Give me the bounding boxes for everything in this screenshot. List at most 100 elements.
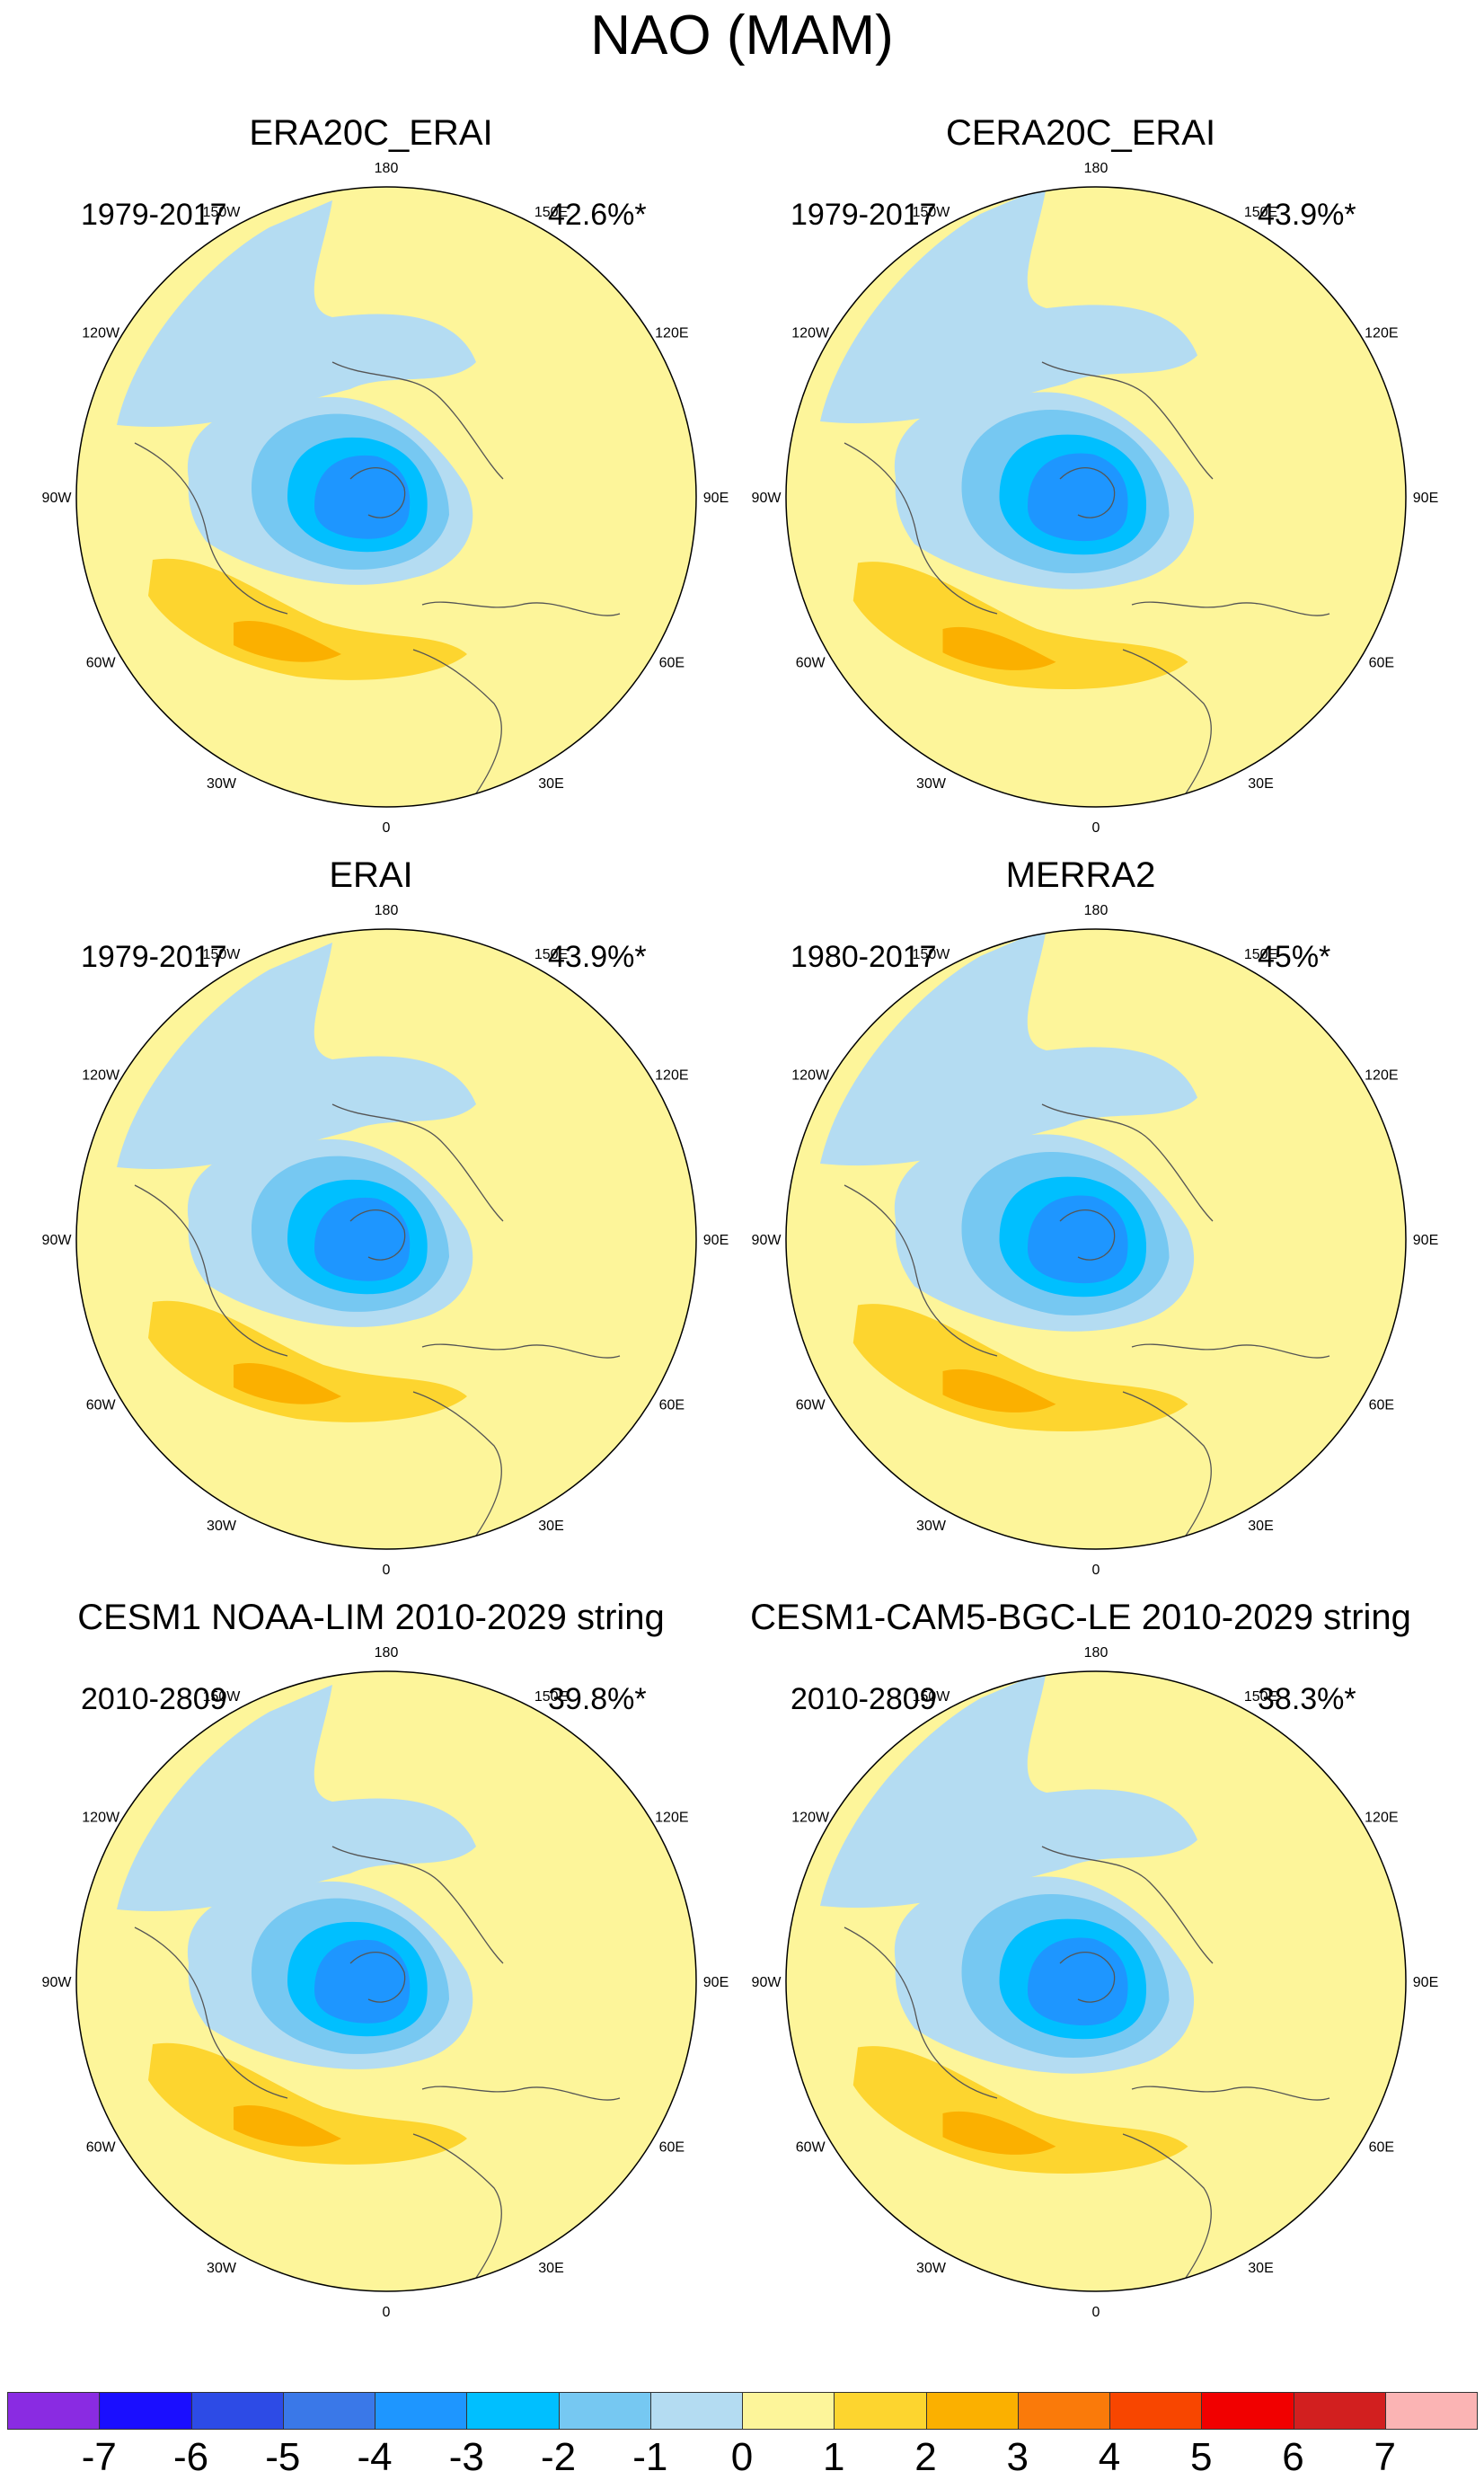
anomaly-contour bbox=[234, 2105, 341, 2147]
longitude-label: 30E bbox=[538, 776, 563, 792]
longitude-label: 150W bbox=[913, 205, 951, 220]
longitude-label: 30W bbox=[916, 2261, 947, 2276]
coastline bbox=[1041, 361, 1214, 480]
coastline bbox=[134, 442, 288, 615]
longitude-label: 60E bbox=[659, 1398, 685, 1413]
panel-title: ERA20C_ERAI bbox=[249, 113, 493, 153]
period-label: 2010-2809 bbox=[791, 1682, 937, 1716]
longitude-label: 60E bbox=[1369, 656, 1394, 671]
colorbar-swatch bbox=[282, 2392, 375, 2430]
longitude-label: 150W bbox=[203, 947, 242, 962]
anomaly-contour bbox=[117, 1685, 476, 1911]
longitude-label: 60E bbox=[1369, 2140, 1394, 2156]
longitude-label: 120E bbox=[1365, 1068, 1398, 1084]
longitude-label: 30W bbox=[916, 1519, 947, 1534]
anomaly-contour bbox=[942, 626, 1056, 670]
coastline bbox=[421, 601, 621, 616]
anomaly-contour bbox=[234, 1363, 341, 1404]
longitude-label: 30W bbox=[207, 1519, 237, 1534]
longitude-label: 150E bbox=[534, 1689, 568, 1705]
coastline bbox=[844, 1926, 998, 2099]
map-panel: CERA20C_ERAI 1979-2017 43.9%* 180 150E 120… bbox=[710, 99, 1452, 841]
colorbar-swatch bbox=[925, 2392, 1019, 2430]
colorbar-tick-label: 1 bbox=[823, 2435, 845, 2479]
anomaly-contour bbox=[852, 1304, 1188, 1432]
field-layer bbox=[786, 929, 1406, 1549]
longitude-label: 150E bbox=[1244, 947, 1277, 962]
longitude-label: 120E bbox=[1365, 1811, 1398, 1826]
colorbar-swatch bbox=[7, 2392, 101, 2430]
longitude-label: 180 bbox=[375, 1645, 399, 1661]
coastline bbox=[844, 1184, 998, 1357]
longitude-label: 90W bbox=[42, 1233, 73, 1248]
anomaly-contour bbox=[942, 1368, 1056, 1413]
longitude-label: 180 bbox=[375, 903, 399, 918]
coastline bbox=[349, 467, 406, 518]
longitude-label: 30E bbox=[1248, 2261, 1273, 2276]
coastline bbox=[412, 1391, 502, 1537]
coastline bbox=[331, 361, 504, 480]
variance-label: 39.8%* bbox=[548, 1682, 647, 1716]
map-boundary bbox=[785, 1670, 1407, 2292]
longitude-label: 0 bbox=[383, 2305, 391, 2320]
longitude-label: 120W bbox=[82, 1068, 120, 1084]
longitude-label: 90E bbox=[703, 1975, 729, 1990]
coastline bbox=[1059, 1952, 1116, 2003]
longitude-label: 120E bbox=[655, 1811, 688, 1826]
longitude-label: 120W bbox=[82, 1811, 120, 1826]
colorbar-swatch bbox=[1109, 2392, 1203, 2430]
longitude-label: 150W bbox=[913, 1689, 951, 1705]
period-label: 1980-2017 bbox=[791, 940, 937, 974]
field-layer bbox=[76, 929, 696, 1549]
coastline bbox=[412, 649, 502, 794]
coastline bbox=[349, 1952, 406, 2003]
anomaly-contour bbox=[314, 1939, 411, 2024]
longitude-label: 90W bbox=[752, 491, 782, 506]
longitude-label: 150W bbox=[913, 947, 951, 962]
variance-label: 43.9%* bbox=[548, 940, 647, 974]
colorbar-swatch bbox=[558, 2392, 651, 2430]
longitude-label: 60E bbox=[659, 2140, 685, 2156]
coastline bbox=[134, 1926, 288, 2099]
anomaly-contour bbox=[234, 621, 341, 662]
longitude-label: 180 bbox=[1084, 903, 1109, 918]
colorbar bbox=[7, 2392, 1478, 2430]
map-boundary bbox=[75, 928, 697, 1550]
longitude-label: 90E bbox=[1413, 491, 1438, 506]
panel-title: MERRA2 bbox=[1005, 855, 1156, 895]
longitude-label: 30W bbox=[207, 776, 237, 792]
longitude-label: 90E bbox=[1413, 1233, 1438, 1248]
longitude-label: 60E bbox=[1369, 1398, 1394, 1413]
longitude-label: 150E bbox=[534, 947, 568, 962]
anomaly-contour bbox=[148, 1300, 467, 1422]
colorbar-swatch bbox=[1293, 2392, 1386, 2430]
coastline bbox=[331, 1846, 504, 1964]
period-label: 1979-2017 bbox=[81, 198, 227, 232]
longitude-label: 60W bbox=[796, 656, 826, 671]
variance-label: 43.9%* bbox=[1258, 198, 1356, 232]
anomaly-contour bbox=[820, 929, 1197, 1166]
longitude-label: 150W bbox=[203, 205, 242, 220]
colorbar-tick-label: 2 bbox=[914, 2435, 937, 2479]
coastline bbox=[331, 1103, 504, 1222]
colorbar-swatch bbox=[649, 2392, 743, 2430]
colorbar-tick-label: -7 bbox=[81, 2435, 117, 2479]
longitude-label: 30E bbox=[538, 1519, 563, 1534]
anomaly-contour bbox=[148, 558, 467, 680]
longitude-label: 120W bbox=[791, 1068, 830, 1084]
longitude-label: 0 bbox=[383, 820, 391, 836]
coastline bbox=[412, 2133, 502, 2279]
coastline bbox=[421, 2086, 621, 2101]
longitude-label: 180 bbox=[1084, 161, 1109, 176]
map-panel: ERAI 1979-2017 43.9%* 180 150E 120E 90E 60E 3… bbox=[0, 841, 742, 1583]
anomaly-contour bbox=[117, 200, 476, 427]
anomaly-contour bbox=[820, 187, 1197, 424]
polar-map: 180 150E 120E 90E 60E 30E 0 30W 60W 90W 120W 150W bbox=[42, 161, 729, 836]
longitude-label: 90W bbox=[752, 1975, 782, 1990]
map-boundary bbox=[75, 1670, 697, 2292]
colorbar-swatch bbox=[466, 2392, 560, 2430]
polar-map: 180 150E 120E 90E 60E 30E 0 30W 60W 90W 120W 150W bbox=[42, 1645, 729, 2320]
coastline bbox=[421, 1343, 621, 1359]
colorbar-tick-label: 0 bbox=[730, 2435, 754, 2479]
anomaly-contour bbox=[820, 1671, 1197, 1909]
